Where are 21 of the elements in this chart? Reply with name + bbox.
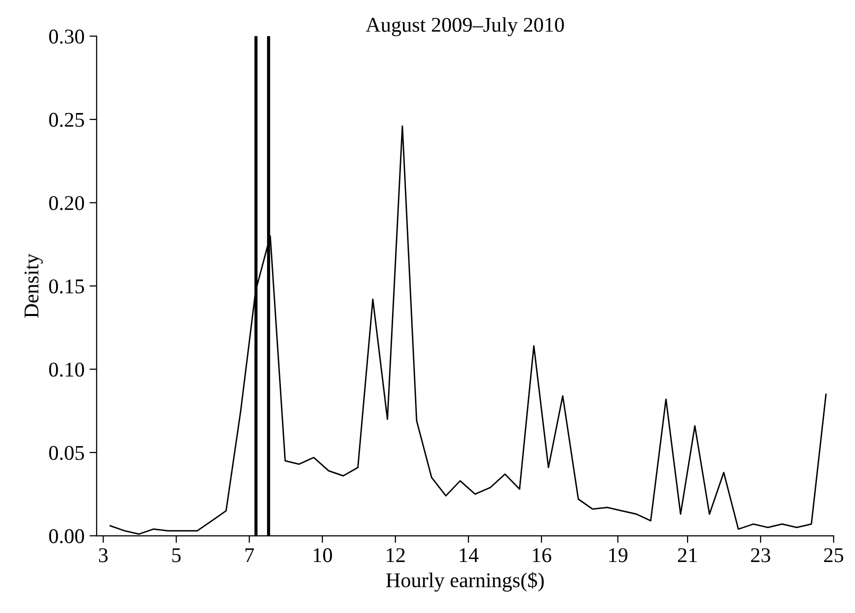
y-tick-label: 0.30 — [49, 30, 84, 44]
x-tick-label: 10 — [314, 548, 332, 562]
x-tick-label: 7 — [245, 548, 254, 562]
y-tick-label: 0.00 — [49, 529, 84, 544]
y-tick-label: 0.05 — [49, 446, 84, 460]
x-tick-label: 12 — [386, 548, 405, 562]
y-tick-label: 0.10 — [49, 362, 84, 377]
x-tick-label: 14 — [460, 548, 479, 562]
y-tick-label: 0.15 — [49, 279, 84, 294]
x-tick-label: 23 — [751, 548, 770, 562]
x-tick-label: 21 — [678, 548, 697, 562]
y-tick-label: 0.25 — [49, 112, 84, 127]
x-tick-label: 3 — [99, 548, 108, 562]
x-axis-title: Hourly earnings($) — [386, 572, 544, 592]
x-tick-label: 16 — [532, 548, 552, 562]
y-axis-title: Density — [24, 254, 43, 318]
chart-title: August 2009–July 2010 — [366, 17, 564, 36]
y-tick-label: 0.20 — [49, 196, 84, 210]
x-tick-label: 5 — [172, 548, 181, 562]
x-tick-label: 19 — [609, 548, 628, 562]
x-tick-label: 25 — [824, 548, 844, 562]
